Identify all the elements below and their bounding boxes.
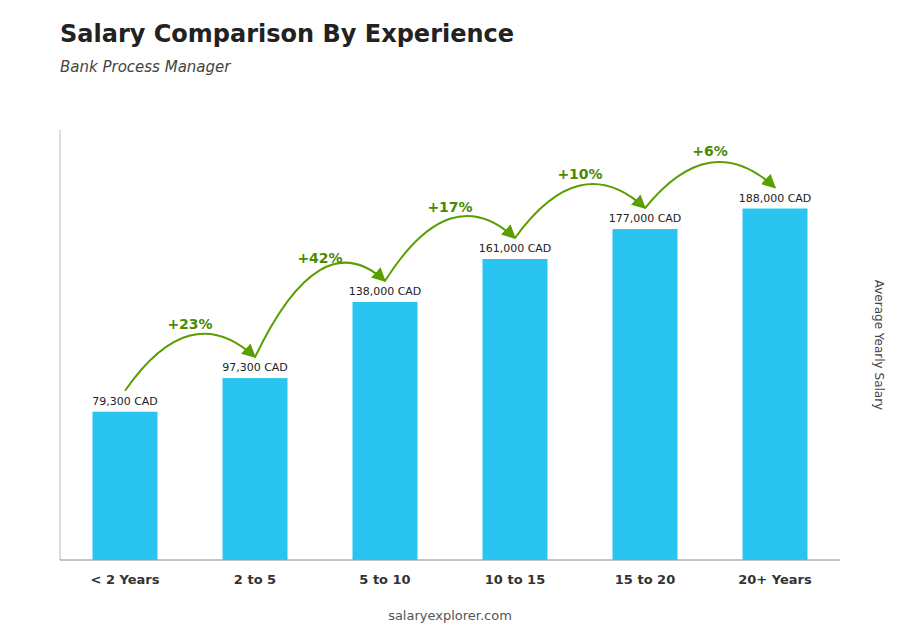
bar [483, 259, 548, 560]
change-arrow [255, 263, 385, 357]
change-arrow [645, 162, 775, 208]
x-tick-label: < 2 Years [91, 572, 160, 587]
annotation: +17% [427, 199, 472, 215]
annotation: +42% [297, 250, 342, 266]
bar [353, 302, 418, 560]
data-label: 138,000 CAD [349, 285, 422, 298]
data-label: 79,300 CAD [92, 395, 158, 408]
change-arrow [515, 184, 645, 238]
x-tick-label: 15 to 20 [615, 572, 675, 587]
subtitle: Bank Process Manager [60, 58, 231, 76]
bar [93, 412, 158, 560]
bar [743, 209, 808, 560]
x-tick-label: 20+ Years [738, 572, 812, 587]
y-axis-line [60, 130, 61, 560]
x-tick-label: 5 to 10 [359, 572, 410, 587]
bar [613, 229, 678, 560]
annotation: +6% [692, 143, 728, 159]
x-axis-line [60, 560, 840, 561]
bars [93, 209, 808, 560]
y-axis-label: Average Yearly Salary [872, 280, 886, 410]
x-tick-label: 10 to 15 [485, 572, 545, 587]
data-label: 161,000 CAD [479, 242, 552, 255]
change-arrow [385, 216, 515, 281]
x-tick-label: 2 to 5 [234, 572, 276, 587]
annotation: +23% [167, 316, 212, 332]
title: Salary Comparison By Experience [60, 20, 514, 48]
footer: salaryexplorer.com [388, 608, 512, 623]
data-label: 177,000 CAD [609, 212, 682, 225]
chart-container: Salary Comparison By Experience Bank Proc… [0, 0, 900, 641]
data-label: 97,300 CAD [222, 361, 288, 374]
change-arrow [125, 334, 255, 391]
bar [223, 378, 288, 560]
annotation: +10% [557, 166, 602, 182]
chart-svg: Salary Comparison By Experience Bank Proc… [0, 0, 900, 641]
data-label: 188,000 CAD [739, 192, 812, 205]
